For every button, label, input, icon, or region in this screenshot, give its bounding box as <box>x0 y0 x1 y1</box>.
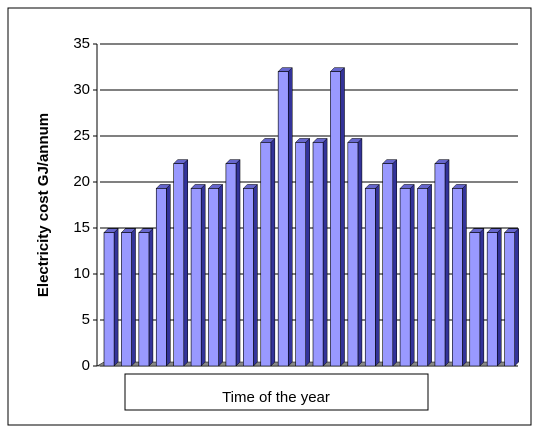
bar <box>260 142 272 367</box>
y-tick-label: 15 <box>73 219 90 236</box>
y-tick-label: 5 <box>82 311 90 328</box>
y-tick-label: 20 <box>73 173 90 190</box>
bar-side <box>427 183 432 367</box>
bar-side <box>166 183 171 367</box>
x-label-box <box>124 373 429 411</box>
bar <box>277 71 289 367</box>
bar-side <box>357 137 363 367</box>
bar-side <box>479 227 485 367</box>
bar <box>452 188 463 367</box>
bar <box>208 188 219 367</box>
bar <box>121 232 132 367</box>
bar-side <box>375 183 380 367</box>
bar <box>382 163 394 367</box>
bar-side <box>340 66 345 367</box>
y-tick-label: 30 <box>73 81 90 98</box>
bar-side <box>462 183 467 367</box>
bar-side <box>113 227 119 367</box>
bar <box>173 163 185 367</box>
bar <box>295 142 306 367</box>
bar-side <box>409 183 415 367</box>
bar <box>312 142 324 367</box>
bar <box>155 188 167 367</box>
bar-side <box>305 137 310 367</box>
bar-side <box>514 227 519 367</box>
bar-side <box>235 158 241 367</box>
y-tick-label: 10 <box>73 265 90 282</box>
bar-side <box>253 183 258 367</box>
bar <box>243 188 254 367</box>
bar <box>434 163 446 367</box>
bar-side <box>392 158 398 367</box>
bar <box>138 232 150 367</box>
bar <box>399 188 411 367</box>
y-tick-label: 0 <box>82 357 90 374</box>
bar-side <box>444 158 450 367</box>
bar-side <box>200 183 206 367</box>
bar-side <box>288 66 293 367</box>
bar <box>504 232 515 367</box>
bar-side <box>131 227 136 367</box>
bar-side <box>218 183 223 367</box>
bar <box>330 71 341 367</box>
bar <box>347 142 359 367</box>
bar <box>486 232 498 367</box>
bar <box>225 163 237 367</box>
y-tick-label: 35 <box>73 35 90 52</box>
bar <box>364 188 376 367</box>
x-axis-label: Time of the year <box>222 389 330 406</box>
bar-side <box>148 227 154 367</box>
bar <box>190 188 202 367</box>
y-tick-label: 25 <box>73 127 90 144</box>
bar-side <box>322 137 328 367</box>
bar <box>103 232 115 367</box>
y-axis-label: Electricity cost GJ/annum <box>35 113 52 297</box>
bar <box>417 188 428 367</box>
bar-side <box>183 158 189 367</box>
bar <box>469 232 481 367</box>
bar-side <box>497 227 502 367</box>
bar-side <box>270 137 276 367</box>
